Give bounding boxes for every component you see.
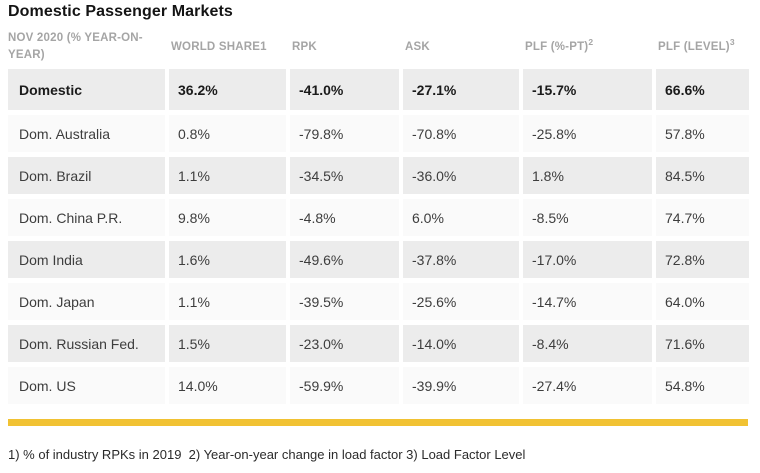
ask-cell: -25.6% [403,283,519,320]
table-row: Dom. Australia 0.8% -79.8% -70.8% -25.8%… [8,115,749,152]
market-cell: Dom. Brazil [8,157,165,194]
plf-level-cell: 84.5% [656,157,749,194]
header-label: ASK [405,40,430,53]
world-share-cell: 1.5% [169,325,286,362]
market-cell: Dom. China P.R. [8,199,165,236]
market-cell: Domestic [8,69,165,110]
rpk-cell: -4.8% [290,199,399,236]
table-row: Dom. Brazil 1.1% -34.5% -36.0% 1.8% 84.5… [8,157,749,194]
plf-pt-cell: -27.4% [523,367,652,404]
market-cell: Dom. Russian Fed. [8,325,165,362]
header-superscript: 3 [729,36,735,47]
header-cell-plf-pt: PLF (%-PT)2 [523,36,652,56]
plf-pt-cell: -8.4% [523,325,652,362]
rpk-cell: -59.9% [290,367,399,404]
world-share-cell: 1.6% [169,241,286,278]
page-title: Domestic Passenger Markets [8,3,233,20]
plf-pt-cell: -15.7% [523,69,652,110]
table-body: Domestic 36.2% -41.0% -27.1% -15.7% 66.6… [8,69,752,404]
world-share-cell: 9.8% [169,199,286,236]
accent-divider [8,419,748,426]
world-share-cell: 14.0% [169,367,286,404]
rpk-cell: -41.0% [290,69,399,110]
plf-level-cell: 66.6% [656,69,749,110]
header-cell-ask: ASK [403,39,519,56]
table-row: Dom. Russian Fed. 1.5% -23.0% -14.0% -8.… [8,325,749,362]
footnote: 1) % of industry RPKs in 2019 2) Year-on… [8,447,526,462]
plf-pt-cell: -14.7% [523,283,652,320]
world-share-cell: 1.1% [169,283,286,320]
table-row: Dom. US 14.0% -59.9% -39.9% -27.4% 54.8% [8,367,749,404]
plf-level-cell: 72.8% [656,241,749,278]
rpk-cell: -34.5% [290,157,399,194]
world-share-cell: 36.2% [169,69,286,110]
ask-cell: -39.9% [403,367,519,404]
header-cell-world-share: WORLD SHARE1 [169,39,286,56]
plf-level-cell: 64.0% [656,283,749,320]
ask-cell: -14.0% [403,325,519,362]
domestic-markets-table: NOV 2020 (% YEAR-ON-YEAR) WORLD SHARE1 R… [8,28,752,404]
plf-level-cell: 71.6% [656,325,749,362]
ask-cell: -27.1% [403,69,519,110]
header-label: RPK [292,40,317,53]
rpk-cell: -39.5% [290,283,399,320]
table-row: Dom. China P.R. 9.8% -4.8% 6.0% -8.5% 74… [8,199,749,236]
rpk-cell: -49.6% [290,241,399,278]
header-label: PLF (LEVEL) [658,40,730,53]
plf-pt-cell: -17.0% [523,241,652,278]
header-label: PLF (%-PT) [525,40,589,53]
header-cell-rpk: RPK [290,39,399,56]
page: Domestic Passenger Markets NOV 2020 (% Y… [0,3,760,462]
table-row: Domestic 36.2% -41.0% -27.1% -15.7% 66.6… [8,69,749,110]
header-label: WORLD SHARE1 [171,40,267,53]
plf-level-cell: 54.8% [656,367,749,404]
market-cell: Dom. US [8,367,165,404]
ask-cell: -36.0% [403,157,519,194]
market-cell: Dom. Japan [8,283,165,320]
ask-cell: -37.8% [403,241,519,278]
rpk-cell: -23.0% [290,325,399,362]
world-share-cell: 1.1% [169,157,286,194]
rpk-cell: -79.8% [290,115,399,152]
plf-pt-cell: 1.8% [523,157,652,194]
header-superscript: 2 [588,36,594,47]
ask-cell: 6.0% [403,199,519,236]
plf-pt-cell: -25.8% [523,115,652,152]
header-cell-plf-level: PLF (LEVEL)3 [656,36,749,56]
plf-pt-cell: -8.5% [523,199,652,236]
table-header: NOV 2020 (% YEAR-ON-YEAR) WORLD SHARE1 R… [8,28,749,66]
world-share-cell: 0.8% [169,115,286,152]
table-row: Dom. Japan 1.1% -39.5% -25.6% -14.7% 64.… [8,283,749,320]
plf-level-cell: 57.8% [656,115,749,152]
header-cell-market: NOV 2020 (% YEAR-ON-YEAR) [8,30,165,63]
market-cell: Dom. Australia [8,115,165,152]
header-label: NOV 2020 (% YEAR-ON-YEAR) [8,32,143,61]
ask-cell: -70.8% [403,115,519,152]
plf-level-cell: 74.7% [656,199,749,236]
market-cell: Dom India [8,241,165,278]
table-row: Dom India 1.6% -49.6% -37.8% -17.0% 72.8… [8,241,749,278]
